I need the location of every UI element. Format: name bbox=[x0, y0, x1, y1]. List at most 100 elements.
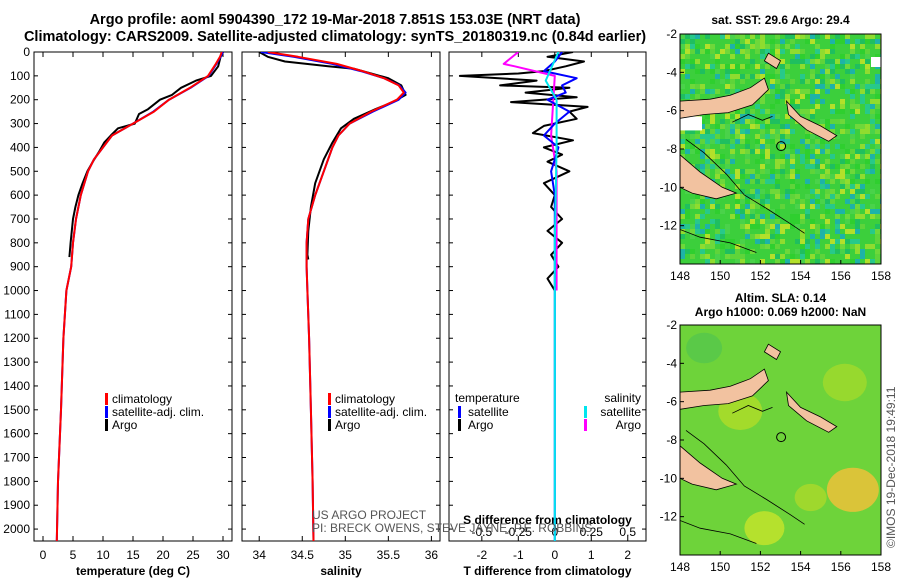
sst-cell bbox=[745, 169, 750, 174]
sst-cell bbox=[810, 99, 815, 104]
sst-map-title: sat. SST: 29.6 Argo: 29.4 bbox=[711, 13, 850, 27]
sst-cell bbox=[830, 44, 835, 49]
map-x-tick-label: 150 bbox=[710, 560, 730, 574]
sst-cell bbox=[870, 154, 875, 159]
map-y-tick-label: -2 bbox=[666, 318, 677, 332]
sst-cell bbox=[810, 74, 815, 79]
sst-cell bbox=[860, 89, 865, 94]
sst-cell bbox=[695, 219, 700, 224]
sst-cell bbox=[700, 89, 705, 94]
sst-cell bbox=[705, 89, 710, 94]
map-x-tick-label: 148 bbox=[670, 560, 690, 574]
sst-cell bbox=[815, 224, 820, 229]
sst-cell bbox=[800, 139, 805, 144]
map-x-tick-label: 154 bbox=[791, 560, 811, 574]
legend-swatch bbox=[584, 419, 587, 431]
sst-cell bbox=[850, 79, 855, 84]
sst-cell bbox=[765, 149, 770, 154]
sst-cell bbox=[850, 94, 855, 99]
sst-cell bbox=[810, 64, 815, 69]
sst-cell bbox=[755, 64, 760, 69]
sst-cell bbox=[730, 79, 735, 84]
sst-cell bbox=[865, 179, 870, 184]
sst-cell bbox=[770, 219, 775, 224]
sst-cell bbox=[690, 39, 695, 44]
sst-cell bbox=[830, 64, 835, 69]
sst-cell bbox=[860, 214, 865, 219]
sst-cell bbox=[695, 144, 700, 149]
sst-cell bbox=[780, 129, 785, 134]
sst-cell bbox=[775, 34, 780, 39]
sst-cell bbox=[760, 69, 765, 74]
sst-cell bbox=[735, 194, 740, 199]
sst-cell bbox=[760, 214, 765, 219]
sst-cell bbox=[750, 214, 755, 219]
legend-header: salinity bbox=[604, 391, 641, 405]
sst-cell bbox=[855, 214, 860, 219]
sst-cell bbox=[715, 234, 720, 239]
sst-cell bbox=[740, 209, 745, 214]
series-group bbox=[55, 52, 224, 541]
land-mass bbox=[680, 154, 738, 200]
sst-cell bbox=[770, 49, 775, 54]
sst-cell bbox=[790, 129, 795, 134]
sst-cell bbox=[860, 44, 865, 49]
sst-cell bbox=[780, 124, 785, 129]
sst-cell bbox=[840, 59, 845, 64]
sst-cell bbox=[745, 114, 750, 119]
sst-cell bbox=[865, 49, 870, 54]
sst-cell bbox=[800, 89, 805, 94]
sst-cell bbox=[860, 184, 865, 189]
sst-cell bbox=[830, 179, 835, 184]
sst-cell bbox=[790, 154, 795, 159]
legend-label: Argo bbox=[616, 418, 642, 432]
sst-cell bbox=[865, 69, 870, 74]
sst-cell bbox=[765, 144, 770, 149]
sst-cell bbox=[825, 74, 830, 79]
sst-cell bbox=[770, 119, 775, 124]
sst-cell bbox=[715, 239, 720, 244]
series-line-climatology bbox=[55, 52, 223, 541]
sst-cell bbox=[735, 259, 740, 264]
sst-cell bbox=[740, 134, 745, 139]
sst-cell bbox=[705, 44, 710, 49]
sst-cell bbox=[735, 124, 740, 129]
sst-cell bbox=[865, 154, 870, 159]
sst-cell bbox=[765, 44, 770, 49]
s-axis-label: S difference from climatology bbox=[463, 513, 632, 527]
sst-cell bbox=[700, 129, 705, 134]
sst-cell bbox=[770, 84, 775, 89]
temperature-chart: 0 5 10 15 20 25 30 temperature (deg C) climatolo… bbox=[3, 45, 233, 578]
sst-cell bbox=[765, 194, 770, 199]
sst-cell bbox=[875, 84, 880, 89]
sst-cell bbox=[735, 129, 740, 134]
sst-cell bbox=[835, 84, 840, 89]
map-x-tick-label: 156 bbox=[831, 560, 851, 574]
sst-cell bbox=[860, 124, 865, 129]
legend-swatch bbox=[328, 406, 331, 418]
sst-cell bbox=[790, 159, 795, 164]
sst-cell bbox=[755, 159, 760, 164]
plot-frame bbox=[448, 51, 647, 542]
sst-cell bbox=[830, 194, 835, 199]
sst-cell bbox=[710, 129, 715, 134]
sst-cell bbox=[700, 254, 705, 259]
sst-cell bbox=[860, 49, 865, 54]
sst-cell bbox=[825, 79, 830, 84]
sst-cell bbox=[775, 129, 780, 134]
sst-cell bbox=[720, 159, 725, 164]
sst-cell bbox=[855, 54, 860, 59]
sst-cell bbox=[800, 199, 805, 204]
sst-cell bbox=[775, 94, 780, 99]
legend-header: temperature bbox=[455, 391, 520, 405]
sst-cell bbox=[700, 214, 705, 219]
sst-cell bbox=[825, 119, 830, 124]
sst-cell bbox=[800, 54, 805, 59]
sst-cell bbox=[875, 139, 880, 144]
sst-cell bbox=[860, 84, 865, 89]
sst-cell bbox=[785, 194, 790, 199]
sst-cell bbox=[760, 144, 765, 149]
sst-cell bbox=[870, 104, 875, 109]
sst-cell bbox=[710, 89, 715, 94]
sst-cell bbox=[840, 244, 845, 249]
